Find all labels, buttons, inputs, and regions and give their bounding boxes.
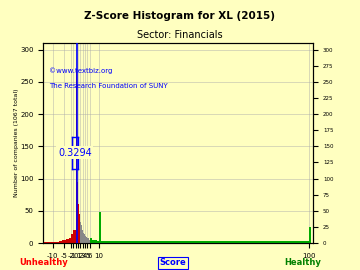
Bar — [53, 242, 55, 243]
Bar — [92, 240, 94, 243]
Bar — [69, 238, 71, 243]
Bar — [64, 240, 67, 243]
Bar — [88, 238, 89, 243]
Text: ©www.textbiz.org: ©www.textbiz.org — [49, 67, 112, 74]
Bar — [45, 242, 48, 243]
Bar — [67, 239, 69, 243]
Bar — [89, 240, 90, 243]
Text: Z-Score Histogram for XL (2015): Z-Score Histogram for XL (2015) — [85, 11, 275, 21]
Bar — [59, 241, 62, 243]
Text: Healthy: Healthy — [284, 258, 321, 267]
Bar — [80, 222, 81, 243]
Bar — [84, 234, 85, 243]
Bar — [102, 241, 309, 243]
Bar — [43, 242, 45, 243]
Y-axis label: Number of companies (1067 total): Number of companies (1067 total) — [14, 89, 19, 197]
Bar — [81, 225, 82, 243]
Bar — [85, 236, 86, 243]
Bar — [309, 227, 311, 243]
Bar — [94, 240, 97, 243]
Bar — [82, 230, 83, 243]
Bar — [78, 204, 79, 243]
Bar — [57, 242, 59, 243]
Bar — [77, 197, 78, 243]
Bar — [71, 234, 73, 243]
Text: Score: Score — [159, 258, 186, 267]
Bar — [50, 242, 53, 243]
Bar — [99, 212, 102, 243]
Bar — [73, 230, 76, 243]
Bar — [76, 69, 77, 243]
Bar — [86, 237, 87, 243]
Bar — [48, 242, 50, 243]
Bar — [79, 214, 80, 243]
Bar — [87, 238, 88, 243]
Text: Sector: Financials: Sector: Financials — [137, 30, 223, 40]
Text: 0.3294: 0.3294 — [58, 148, 92, 158]
Bar — [97, 241, 99, 243]
Bar — [55, 242, 57, 243]
Text: The Research Foundation of SUNY: The Research Foundation of SUNY — [49, 83, 167, 89]
Bar — [90, 238, 92, 243]
Text: Unhealthy: Unhealthy — [19, 258, 68, 267]
Bar — [83, 231, 84, 243]
Bar — [62, 240, 64, 243]
